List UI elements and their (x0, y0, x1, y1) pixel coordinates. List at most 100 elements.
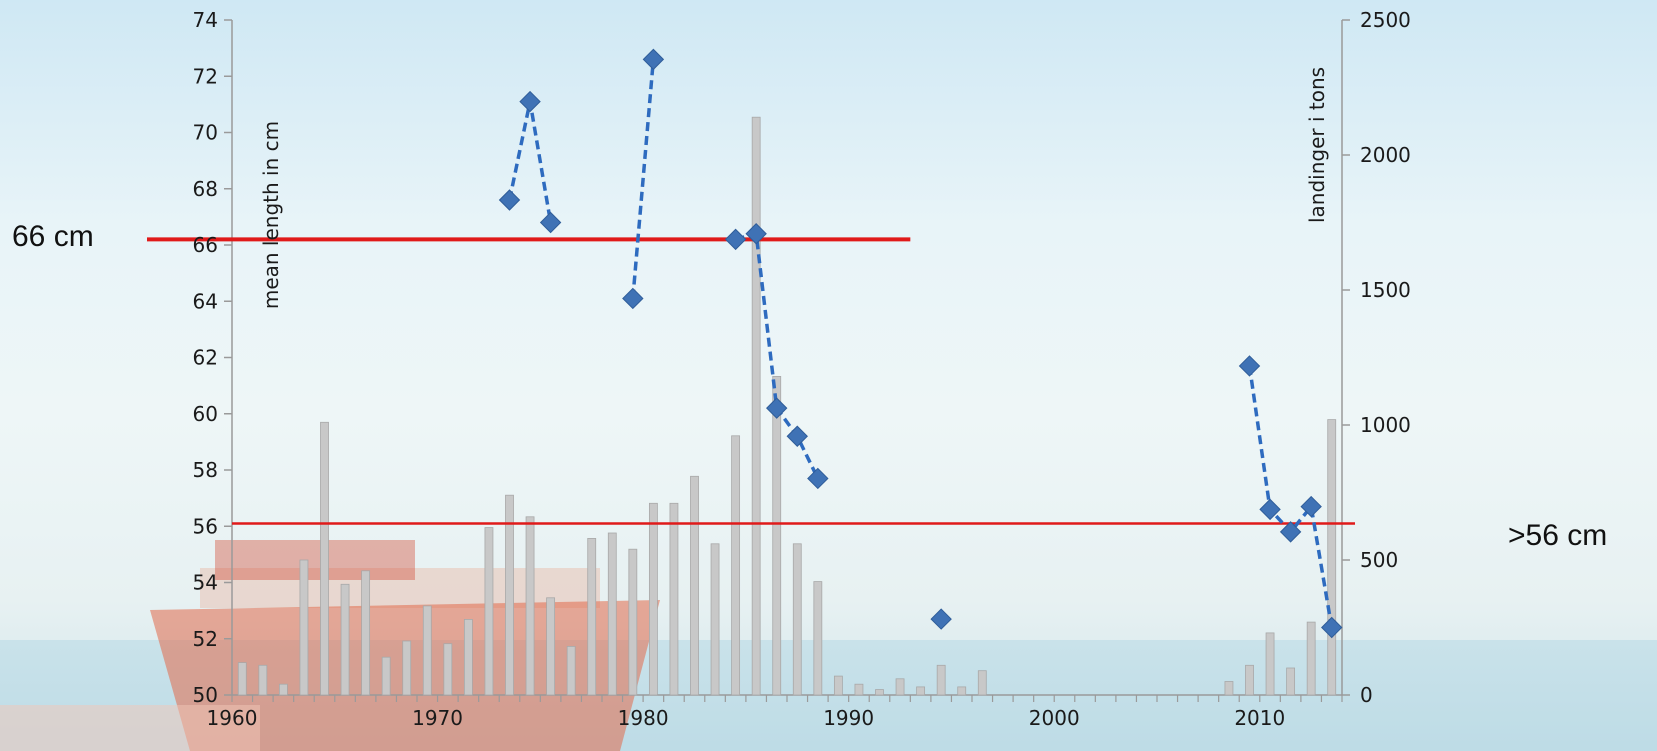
landings-bar (463, 619, 473, 696)
landings-bar (895, 678, 905, 696)
mean-length-point (724, 228, 747, 251)
mean-length-point (519, 90, 541, 113)
mean-length-lines (507, 59, 1334, 628)
right-axis-ticks: 0 500 1000 1500 2000 2500 (1342, 8, 1411, 707)
landings-bar (422, 605, 432, 696)
x-axis-ticks: 1960 1970 1980 1990 2000 2010 (207, 695, 1343, 730)
left-tick-label: 74 (193, 8, 218, 32)
landings-bar (854, 683, 864, 696)
landings-bar (813, 581, 823, 696)
landings-bar (916, 686, 926, 696)
mean-length-connector (631, 59, 656, 299)
landings-bar (258, 664, 268, 696)
ship-bow (0, 705, 260, 751)
right-tick-label: 1500 (1360, 278, 1411, 302)
mean-length-point (1238, 355, 1261, 377)
landings-bar (628, 548, 638, 696)
landings-bar (278, 683, 288, 696)
x-tick-label: 2000 (1029, 706, 1080, 730)
landings-bar (320, 421, 329, 696)
landings-bar (648, 502, 658, 696)
landings-bar (669, 502, 679, 696)
mean-length-markers (498, 48, 1343, 639)
left-tick-label: 72 (193, 64, 218, 88)
landings-bar (936, 664, 946, 696)
right-tick-label: 2000 (1360, 143, 1411, 167)
mean-length-point (498, 189, 521, 211)
reference-lines (147, 237, 1355, 525)
left-axis-ticks: 50 52 54 56 58 60 62 64 66 68 70 72 74 (193, 8, 232, 707)
ref-line-66-label: 66 cm (12, 220, 94, 253)
left-tick-label: 68 (193, 177, 218, 201)
landings-bar (1327, 419, 1337, 696)
x-tick-label: 1960 (207, 706, 258, 730)
landings-bar (484, 527, 494, 696)
mean-length-point (642, 48, 665, 71)
right-tick-label: 1000 (1360, 413, 1411, 437)
landings-bar (1306, 621, 1316, 696)
left-tick-label: 64 (193, 289, 218, 313)
landings-bar (505, 494, 514, 696)
right-tick-label: 0 (1360, 683, 1373, 707)
left-tick-label: 60 (193, 402, 218, 426)
mean-length-point (622, 287, 644, 310)
ship-cabin (215, 540, 415, 580)
right-tick-label: 2500 (1360, 8, 1411, 32)
left-tick-label: 54 (193, 571, 218, 595)
landings-bar (237, 662, 247, 696)
landings-bar (607, 532, 617, 696)
mean-length-point (1259, 498, 1281, 521)
landings-bar (751, 116, 761, 696)
landings-bar (833, 675, 843, 696)
left-tick-label: 66 (193, 233, 218, 257)
landings-bar (1265, 632, 1275, 696)
landings-bar (772, 375, 782, 696)
mean-length-point (539, 211, 562, 234)
y-right-axis-title: landinger i tons (1305, 67, 1329, 223)
left-tick-label: 70 (193, 121, 218, 145)
landings-bars (237, 116, 1337, 696)
landings-bar (299, 559, 309, 696)
landings-bar (977, 670, 987, 696)
landings-bar (361, 570, 371, 696)
mean-length-point (807, 467, 829, 490)
ref-line-56-label: >56 cm (1508, 519, 1607, 552)
landings-bar (1224, 681, 1234, 696)
mean-length-point (745, 223, 767, 245)
landings-bar (1286, 667, 1296, 696)
landings-bar (690, 475, 699, 696)
landings-bar (1245, 664, 1254, 696)
landings-bar (792, 543, 802, 696)
landings-bar (957, 686, 967, 696)
mean-length-connector (1247, 365, 1334, 628)
left-tick-label: 56 (193, 514, 218, 538)
left-tick-label: 50 (193, 683, 218, 707)
right-tick-label: 500 (1360, 548, 1398, 572)
landings-bar (443, 643, 453, 696)
left-tick-label: 52 (193, 627, 218, 651)
landings-bar (402, 640, 412, 696)
landings-bar (546, 597, 556, 696)
landings-bar (731, 435, 741, 696)
left-tick-label: 62 (193, 346, 218, 370)
x-tick-label: 1990 (823, 706, 874, 730)
left-tick-label: 58 (193, 458, 218, 482)
y-left-axis-title: mean length in cm (259, 121, 283, 309)
x-tick-label: 1970 (412, 706, 463, 730)
landings-bar (381, 656, 391, 696)
landings-bar (587, 538, 597, 696)
mean-length-point (786, 425, 808, 447)
landings-bar (525, 516, 535, 696)
mean-length-point (1279, 521, 1302, 543)
landings-bar (566, 646, 576, 696)
landings-bar (710, 543, 720, 696)
mean-length-point (1300, 495, 1322, 518)
x-tick-label: 2010 (1234, 706, 1285, 730)
mean-length-point (930, 608, 952, 630)
landings-bar (875, 689, 884, 696)
x-tick-label: 1980 (618, 706, 669, 730)
mean-length-point (766, 397, 788, 419)
landings-bar (340, 583, 350, 696)
mean-length-point (1321, 616, 1343, 639)
